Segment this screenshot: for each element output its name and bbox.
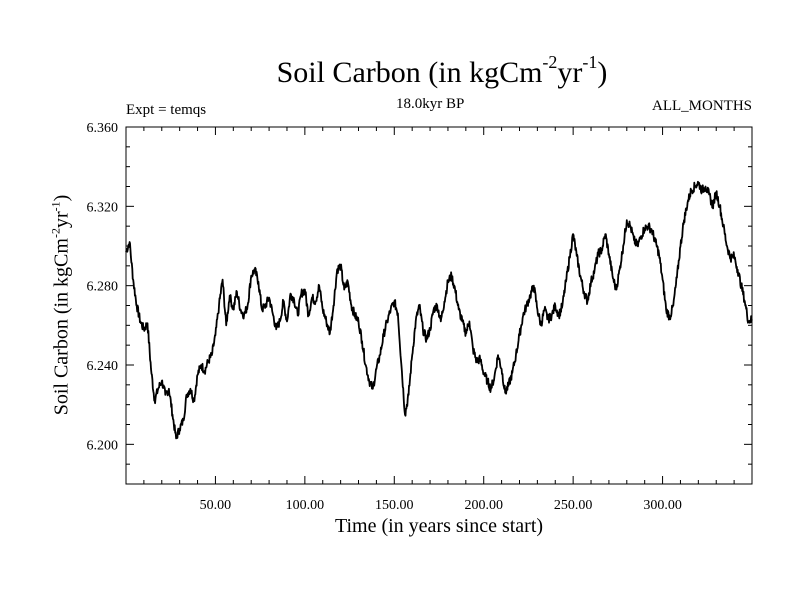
x-tick-label: 200.00 bbox=[464, 498, 503, 513]
x-tick-label: 250.00 bbox=[554, 498, 593, 513]
x-axis-ticks: 50.00 100.00 150.00 200.00 250.00 300.00 bbox=[143, 127, 735, 513]
period-label: ALL_MONTHS bbox=[652, 98, 752, 114]
chart-title: Soil Carbon (in kgCm-2yr-1) bbox=[276, 52, 608, 89]
experiment-label: Expt = temqs bbox=[126, 102, 207, 118]
x-tick-label: 150.00 bbox=[375, 498, 414, 513]
chart-subtitle: 18.0kyr BP bbox=[396, 96, 465, 112]
x-axis-label: Time (in years since start) bbox=[334, 515, 544, 537]
x-tick-label: 100.00 bbox=[286, 498, 325, 513]
x-tick-label: 50.00 bbox=[200, 498, 232, 513]
y-tick-label: 6.320 bbox=[87, 200, 119, 215]
y-tick-label: 6.240 bbox=[87, 359, 119, 374]
y-tick-label: 6.280 bbox=[87, 280, 119, 295]
y-tick-label: 6.200 bbox=[87, 438, 119, 453]
soil-carbon-series-line bbox=[125, 180, 753, 440]
y-tick-label: 6.360 bbox=[87, 121, 119, 136]
x-tick-label: 300.00 bbox=[643, 498, 682, 513]
y-axis-ticks: 6.200 6.240 6.280 6.320 6.360 bbox=[87, 121, 752, 485]
